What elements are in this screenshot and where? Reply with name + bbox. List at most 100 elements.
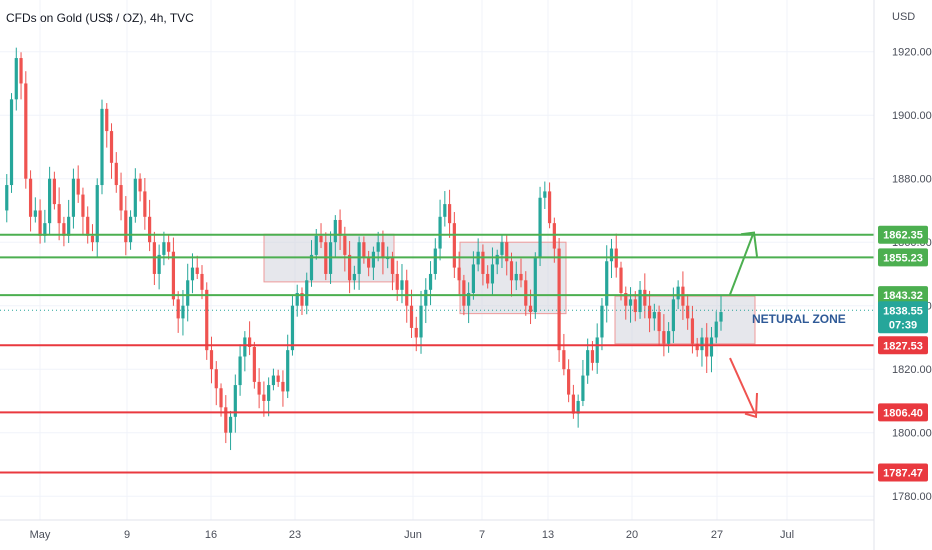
candle-body [552, 223, 556, 249]
candle-body [90, 235, 95, 243]
candle-body [409, 305, 414, 328]
candle-body [319, 235, 323, 243]
candle-body [243, 337, 247, 357]
candle-body [233, 385, 237, 417]
candle-body [443, 204, 447, 217]
candle-body [133, 178, 137, 217]
candle-body [447, 204, 452, 224]
candle-body [533, 258, 537, 313]
candle-body [238, 356, 242, 386]
countdown-label: 07:39 [889, 319, 917, 331]
candle-body [400, 280, 404, 290]
candle-body [362, 242, 366, 259]
candle-body [81, 194, 85, 217]
x-tick-label: 27 [711, 529, 723, 541]
candle-body [676, 286, 680, 300]
candle-body [595, 337, 599, 363]
candle-body [581, 375, 585, 401]
candle-body [700, 337, 704, 351]
candle-body [257, 381, 261, 395]
candle-body [119, 185, 123, 211]
candle-body [148, 216, 152, 243]
candle-body [462, 280, 466, 306]
candle-body [224, 407, 228, 433]
x-tick-label: 23 [289, 529, 301, 541]
candle-body [143, 191, 147, 217]
candle-body [524, 280, 528, 306]
candle-body [71, 178, 76, 217]
time-axis[interactable]: May 9 16 23 Jun 7 13 20 27 Jul [0, 519, 874, 541]
candle-body [390, 258, 395, 274]
candle-body [419, 305, 423, 338]
candle-body [590, 350, 595, 363]
candle-body [633, 299, 637, 313]
candle-body [157, 254, 161, 274]
candle-body [38, 210, 42, 236]
price-axis[interactable]: 1920.001900.001880.001860.001840.001820.… [873, 0, 932, 550]
x-tick-label: 9 [124, 529, 130, 541]
candle-body [576, 400, 580, 414]
candle-body [67, 216, 71, 236]
candle-body [14, 58, 18, 100]
candle-body [200, 273, 204, 290]
candle-body [205, 289, 209, 351]
level-price-label: 1787.47 [883, 467, 923, 479]
candle-body [300, 293, 304, 306]
candle-body [43, 223, 47, 236]
candle-body [395, 273, 399, 290]
candle-body [719, 312, 723, 322]
candle-body [171, 251, 176, 300]
candle-body [567, 369, 571, 395]
candle-body [295, 293, 299, 306]
candle-body [62, 223, 66, 236]
last-price-label: 1838.55 [883, 305, 923, 317]
level-price-tag [878, 248, 928, 267]
candle-body [267, 385, 271, 401]
candle-body [638, 289, 642, 313]
candle-body [33, 210, 37, 217]
candle-body [505, 242, 509, 262]
level-price-tag [878, 336, 928, 355]
candle-body [181, 305, 185, 319]
candle-body [176, 299, 180, 319]
candle-body [276, 375, 280, 382]
candles [5, 47, 723, 451]
candle-body [252, 346, 256, 382]
candle-body [28, 178, 33, 217]
up-arrow [729, 233, 754, 295]
candle-body [686, 305, 690, 319]
candle-body [657, 312, 661, 332]
candle-body [457, 267, 461, 281]
candle-body [571, 394, 575, 414]
chart-title: CFDs on Gold (US$ / OZ), 4h, TVC [6, 11, 194, 25]
candle-body [376, 242, 380, 252]
consolidation-zone [614, 295, 756, 345]
candle-body [428, 273, 433, 290]
annotations: NETURAL ZONE [752, 312, 846, 326]
candle-body [467, 293, 471, 306]
candle-body [705, 337, 709, 357]
candle-body [347, 254, 352, 281]
candle-body [100, 108, 104, 186]
level-price-tag [878, 286, 928, 305]
candle-body [76, 178, 80, 195]
level-price-tag [878, 225, 928, 244]
level-price-label: 1843.32 [883, 290, 923, 302]
candle-body [52, 178, 56, 205]
candle-body [138, 178, 142, 192]
candle-body [562, 350, 566, 370]
level-price-tag [878, 403, 928, 422]
candle-body [114, 162, 118, 186]
x-tick-label: 16 [205, 529, 217, 541]
x-tick-label: May [30, 529, 51, 541]
candle-body [519, 273, 523, 281]
candle-body [343, 235, 347, 255]
candle-body [109, 131, 114, 163]
level-price-label: 1855.23 [883, 252, 923, 264]
candle-body [414, 327, 418, 338]
x-tick-label: Jul [780, 529, 794, 541]
candle-body [647, 305, 652, 319]
candle-body [314, 235, 318, 255]
candle-body [662, 331, 666, 344]
